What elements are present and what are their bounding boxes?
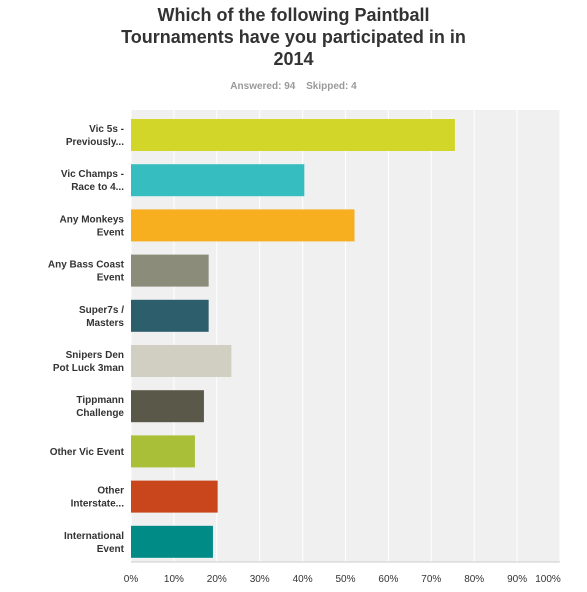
x-tick-label: 0%: [124, 574, 139, 585]
x-tick-label: 100%: [535, 574, 561, 585]
x-tick-label: 70%: [421, 574, 441, 585]
x-tick-label: 80%: [464, 574, 484, 585]
category-label: Tippmann: [76, 395, 124, 406]
category-label: Any Monkeys: [60, 214, 125, 225]
category-label: Race to 4...: [71, 182, 124, 193]
chart-title-line: Which of the following Paintball: [157, 5, 430, 25]
bar: [131, 525, 213, 558]
category-label: Masters: [86, 318, 124, 329]
bar: [131, 345, 232, 377]
category-label: Challenge: [76, 408, 124, 419]
bar: [131, 299, 209, 332]
x-tick-label: 40%: [293, 574, 313, 585]
chart-title: Which of the following Paintball Tournam…: [0, 4, 587, 70]
category-label: Other: [97, 486, 124, 497]
bar: [131, 480, 218, 513]
x-tick-label: 10%: [164, 574, 184, 585]
x-tick-label: 60%: [378, 574, 398, 585]
chart-title-line: Tournaments have you participated in in: [121, 27, 466, 47]
category-label: Any Bass Coast: [48, 260, 125, 271]
response-stats: Answered: 94 Skipped: 4: [0, 81, 587, 92]
category-label: Vic 5s -: [89, 124, 124, 135]
x-tick-label: 30%: [250, 574, 270, 585]
category-label: International: [64, 531, 124, 542]
category-label: Event: [97, 273, 125, 284]
category-label: Event: [97, 544, 125, 555]
x-tick-label: 90%: [507, 574, 527, 585]
x-tick-label: 50%: [335, 574, 355, 585]
category-label: Vic Champs -: [61, 169, 124, 180]
category-label: Interstate...: [71, 499, 125, 510]
category-label: Snipers Den: [66, 350, 124, 361]
bar: [131, 119, 455, 151]
category-label: Pot Luck 3man: [53, 363, 124, 374]
bar: [131, 254, 209, 287]
category-label: Event: [97, 227, 125, 238]
category-label: Other Vic Event: [50, 447, 125, 458]
bar: [131, 209, 355, 242]
bar: [131, 390, 204, 423]
bar: [131, 164, 305, 197]
x-tick-label: 20%: [207, 574, 227, 585]
chart-title-line: 2014: [273, 49, 314, 69]
answered-count: Answered: 94: [230, 81, 296, 92]
category-label: Previously...: [66, 137, 124, 148]
skipped-count: Skipped: 4: [306, 81, 357, 92]
category-label: Super7s /: [79, 305, 124, 316]
bar: [131, 435, 195, 468]
